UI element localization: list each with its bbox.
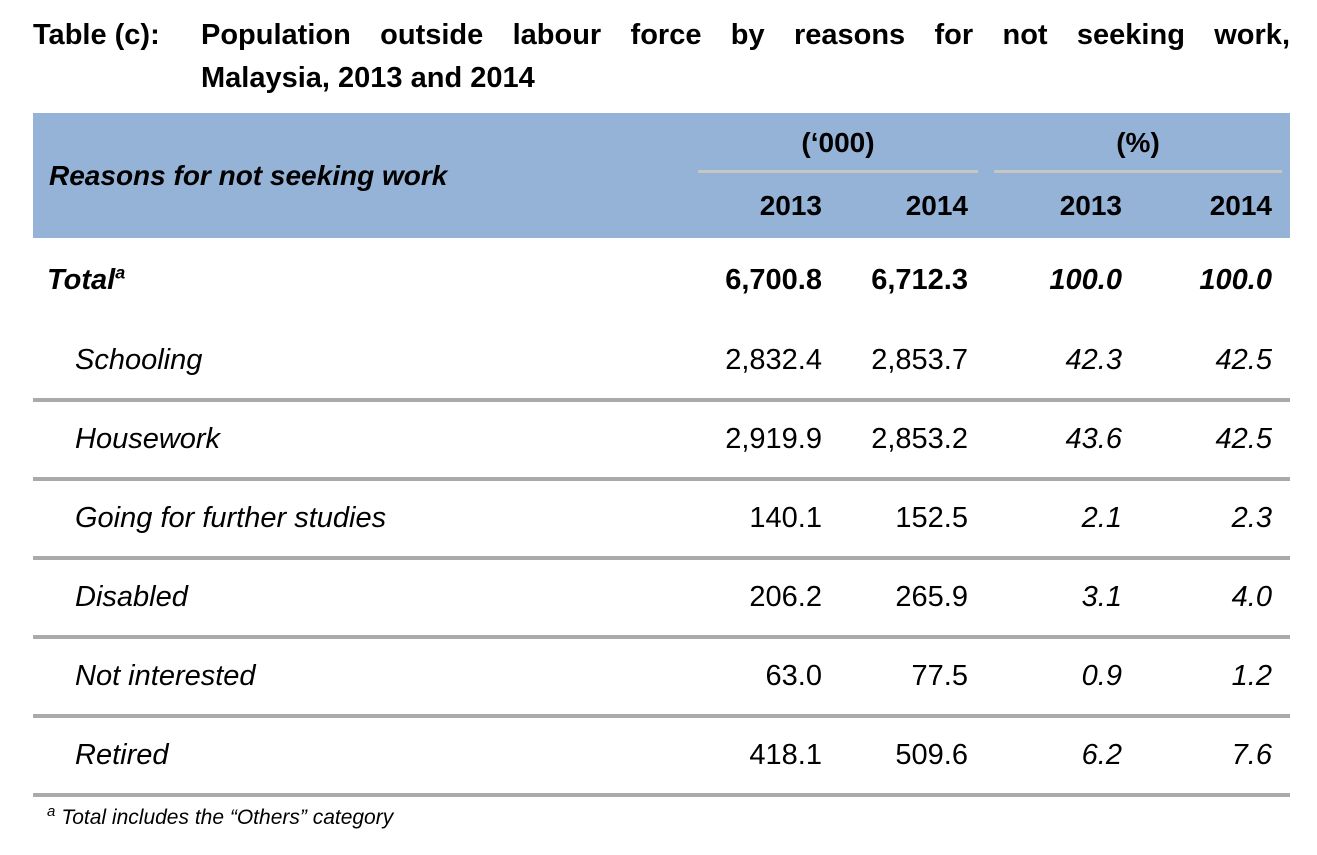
row-label: Disabled <box>33 581 690 614</box>
cell-thousands-2013: 63.0 <box>765 660 822 692</box>
cell-thousands-2013: 6,700.8 <box>725 264 822 296</box>
table-row-retired: Retired 418.1 509.6 6.2 7.6 <box>33 718 1290 793</box>
table-row-disabled: Disabled 206.2 265.9 3.1 4.0 <box>33 560 1290 635</box>
row-label-superscript: a <box>115 262 126 283</box>
row-label-text: Schooling <box>75 344 203 376</box>
row-divider <box>33 556 1290 560</box>
header-year-percent-2014: 2014 <box>1209 189 1272 221</box>
header-year-thousands-2013: 2013 <box>759 189 822 221</box>
table-header: Reasons for not seeking work (‘000) (%) … <box>33 113 1290 238</box>
cell-percent-2013: 100.0 <box>1049 264 1122 296</box>
table-row-further-studies: Going for further studies 140.1 152.5 2.… <box>33 481 1290 556</box>
cell-thousands-2014: 509.6 <box>895 739 968 771</box>
cell-percent-2013: 2.1 <box>1081 502 1122 534</box>
footnote: a Total includes the “Others” category <box>33 803 1290 830</box>
cell-thousands-2013: 140.1 <box>749 502 822 534</box>
row-label-text: Retired <box>75 739 169 771</box>
header-percent-group: (%) <box>986 113 1290 173</box>
cell-percent-2013: 3.1 <box>1081 581 1122 613</box>
row-label-text: Not interested <box>75 660 256 692</box>
cell-percent-2013: 6.2 <box>1081 739 1122 771</box>
table-title-text: Population outside labour force by reaso… <box>201 19 1290 51</box>
table-title: Table (c): Population outside labour for… <box>33 14 1290 100</box>
row-label: Retired <box>33 739 690 772</box>
cell-thousands-2013: 206.2 <box>749 581 822 613</box>
table-row-total: Totala 6,700.8 6,712.3 100.0 100.0 <box>33 238 1290 323</box>
header-year-thousands-2014: 2014 <box>905 189 968 221</box>
cell-thousands-2014: 2,853.7 <box>871 344 968 376</box>
table-title-prefix: Table (c): <box>33 19 160 51</box>
row-label: Totala <box>33 262 690 297</box>
header-thousands-group: (‘000) <box>690 113 986 173</box>
cell-thousands-2014: 265.9 <box>895 581 968 613</box>
header-year-percent-2013: 2013 <box>1059 189 1122 221</box>
footnote-text: Total includes the “Others” category <box>61 806 394 829</box>
cell-percent-2014: 2.3 <box>1231 502 1272 534</box>
header-reasons-label: Reasons for not seeking work <box>49 159 448 191</box>
table-title-line-2: Malaysia, 2013 and 2014 <box>201 62 535 94</box>
cell-thousands-2014: 6,712.3 <box>871 264 968 296</box>
table-row-not-interested: Not interested 63.0 77.5 0.9 1.2 <box>33 639 1290 714</box>
footnote-marker: a <box>47 803 56 820</box>
cell-percent-2014: 1.2 <box>1231 660 1272 692</box>
cell-thousands-2014: 2,853.2 <box>871 423 968 455</box>
row-label-text: Disabled <box>75 581 188 613</box>
row-divider <box>33 635 1290 639</box>
table-row-schooling: Schooling 2,832.4 2,853.7 42.3 42.5 <box>33 323 1290 398</box>
cell-percent-2014: 42.5 <box>1215 423 1272 455</box>
table-bottom-divider <box>33 793 1290 797</box>
cell-percent-2013: 42.3 <box>1065 344 1122 376</box>
cell-thousands-2013: 2,919.9 <box>725 423 822 455</box>
row-label-text: Total <box>47 264 116 296</box>
row-label-text: Housework <box>75 423 221 455</box>
table-title-line-1: Table (c): Population outside labour for… <box>33 14 1290 57</box>
row-label: Going for further studies <box>33 502 690 535</box>
row-label: Housework <box>33 423 690 456</box>
cell-percent-2014: 42.5 <box>1215 344 1272 376</box>
cell-thousands-2014: 152.5 <box>895 502 968 534</box>
row-label-text: Going for further studies <box>75 502 387 534</box>
row-label: Schooling <box>33 344 690 377</box>
cell-percent-2014: 7.6 <box>1231 739 1272 771</box>
cell-thousands-2013: 418.1 <box>749 739 822 771</box>
row-label: Not interested <box>33 660 690 693</box>
cell-thousands-2014: 77.5 <box>911 660 968 692</box>
table-row-housework: Housework 2,919.9 2,853.2 43.6 42.5 <box>33 402 1290 477</box>
cell-percent-2014: 100.0 <box>1199 264 1272 296</box>
cell-thousands-2013: 2,832.4 <box>725 344 822 376</box>
cell-percent-2013: 43.6 <box>1065 423 1122 455</box>
cell-percent-2014: 4.0 <box>1231 581 1272 613</box>
row-divider <box>33 714 1290 718</box>
row-divider <box>33 477 1290 481</box>
row-divider <box>33 398 1290 402</box>
data-table: Reasons for not seeking work (‘000) (%) … <box>33 113 1290 797</box>
cell-percent-2013: 0.9 <box>1081 660 1122 692</box>
